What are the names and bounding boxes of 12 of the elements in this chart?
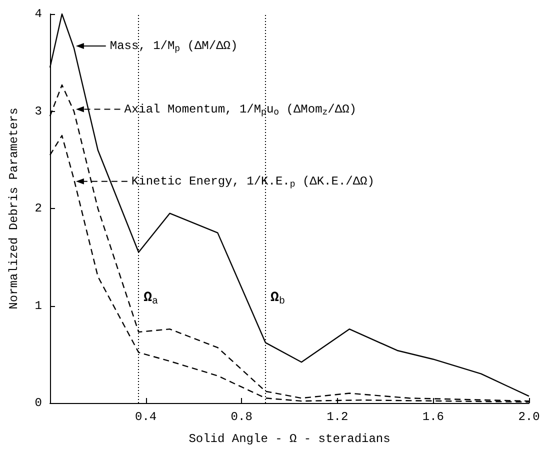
x-tick-label: 0.4 <box>134 410 157 424</box>
y-tick-label: 4 <box>34 7 42 21</box>
y-tick-label: 1 <box>34 298 42 313</box>
y-tick-label: 2 <box>34 202 42 216</box>
x-tick-label: 0.8 <box>230 410 252 424</box>
x-tick-label: 1.2 <box>326 410 348 424</box>
x-tick-label: 1.6 <box>422 410 444 424</box>
x-tick-label: 2.0 <box>518 410 540 424</box>
y-tick-label: 3 <box>34 104 42 118</box>
y-tick-label: 0 <box>34 396 42 410</box>
y-axis-title: Normalized Debris Parameters <box>7 108 21 310</box>
x-axis-title: Solid Angle - Ω - steradians <box>188 432 390 446</box>
